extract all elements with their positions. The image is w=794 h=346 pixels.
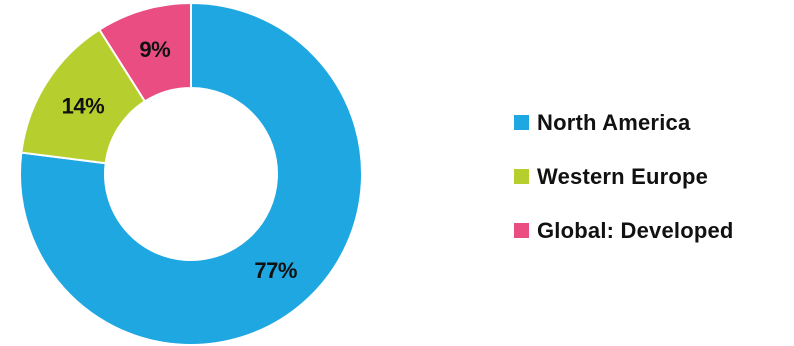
donut-svg: 77% 14% 9% (19, 1, 363, 346)
legend-swatch-western-europe (514, 169, 529, 184)
slice-global-developed (97, 1, 192, 103)
legend-label-north-america: North America (537, 109, 691, 135)
legend-swatch-global-developed (514, 223, 529, 238)
value-label-western-europe: 14% (62, 93, 105, 118)
legend-label-global-developed: Global: Developed (537, 217, 734, 243)
legend-item-global-developed: Global: Developed (514, 218, 734, 243)
value-label-north-america: 77% (254, 258, 297, 283)
legend-item-north-america: North America (514, 110, 734, 135)
legend-swatch-north-america (514, 115, 529, 130)
slice-north-america (19, 1, 363, 346)
legend-label-western-europe: Western Europe (537, 163, 709, 189)
legend-item-western-europe: Western Europe (514, 164, 734, 189)
chart-legend: North America Western Europe Global: Dev… (514, 110, 734, 272)
value-label-global-developed: 9% (139, 37, 170, 62)
